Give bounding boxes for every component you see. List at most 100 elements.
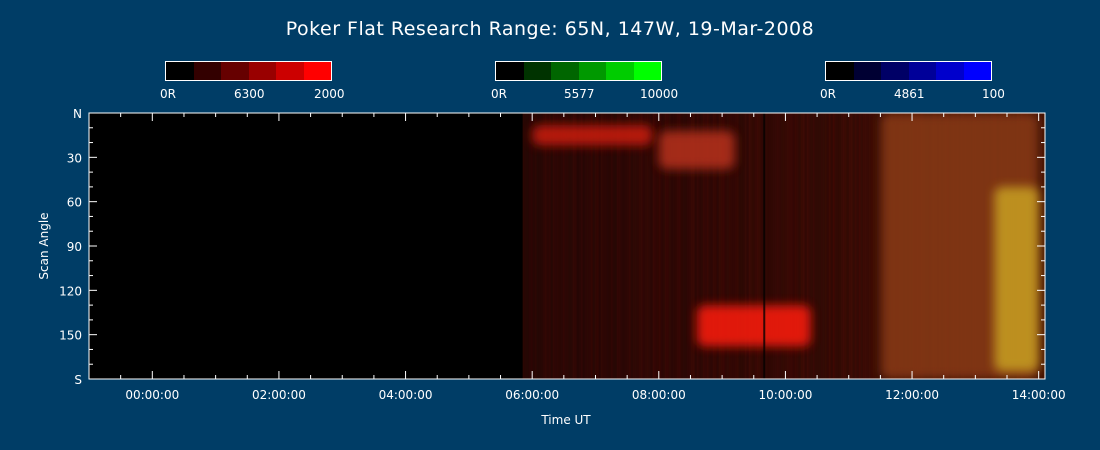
keogram-streak xyxy=(804,113,807,379)
keogram-streak xyxy=(582,113,585,379)
keogram-streak xyxy=(630,113,633,379)
keogram-streak xyxy=(564,113,567,379)
keogram-streak xyxy=(612,113,615,379)
keogram-streak xyxy=(576,113,579,379)
colorbar-5577 xyxy=(495,61,662,81)
keogram-streak xyxy=(874,113,877,379)
colorbar-6300-max: 2000 xyxy=(314,87,345,101)
keogram-streak xyxy=(550,113,553,379)
keogram-streak xyxy=(714,113,717,379)
colorbar-segment xyxy=(276,62,304,80)
y-tick-label: 30 xyxy=(67,151,82,165)
colorbar-segment xyxy=(633,62,661,80)
x-tick-label: 06:00:00 xyxy=(505,388,559,402)
colorbar-segment xyxy=(881,62,909,80)
keogram-streak xyxy=(758,113,761,379)
keogram-streak xyxy=(552,113,555,379)
keogram-streak xyxy=(568,113,571,379)
keogram-streak xyxy=(690,113,693,379)
keogram-streak xyxy=(846,113,849,379)
keogram-streak xyxy=(864,113,867,379)
keogram-streak xyxy=(566,113,569,379)
colorbar-4861-name: 4861 xyxy=(894,87,925,101)
keogram-streak xyxy=(694,113,697,379)
keogram-streak xyxy=(788,113,791,379)
keogram-streak xyxy=(572,113,575,379)
keogram-streak xyxy=(534,113,537,379)
keogram-streak xyxy=(628,113,631,379)
keogram-streak xyxy=(744,113,747,379)
keogram-streak xyxy=(610,113,613,379)
keogram-streak xyxy=(598,113,601,379)
keogram-streak xyxy=(764,113,767,379)
keogram-streak xyxy=(538,113,541,379)
colorbar-4861-max: 100 xyxy=(982,87,1005,101)
keogram-streak xyxy=(560,113,563,379)
keogram-streak xyxy=(712,113,715,379)
keogram-streak xyxy=(528,113,531,379)
keogram-streak xyxy=(646,113,649,379)
keogram-streak xyxy=(672,113,675,379)
keogram-streak xyxy=(756,113,759,379)
keogram-streak xyxy=(840,113,843,379)
keogram-streak xyxy=(556,113,559,379)
keogram-streak xyxy=(698,113,701,379)
keogram-streak xyxy=(746,113,749,379)
keogram-streak xyxy=(524,113,527,379)
keogram-streak xyxy=(588,113,591,379)
keogram-streak xyxy=(820,113,823,379)
keogram-streak xyxy=(662,113,665,379)
colorbar-segment xyxy=(523,62,551,80)
colorbar-6300-min: 0R xyxy=(160,87,176,101)
keogram-streak xyxy=(704,113,707,379)
keogram-streak xyxy=(836,113,839,379)
keogram-streak xyxy=(808,113,811,379)
keogram-streak xyxy=(670,113,673,379)
keogram-streak xyxy=(586,113,589,379)
keogram-streak xyxy=(634,113,637,379)
colorbar-6300 xyxy=(165,61,332,81)
keogram-streak xyxy=(824,113,827,379)
keogram-streak xyxy=(830,113,833,379)
chart-title: Poker Flat Research Range: 65N, 147W, 19… xyxy=(285,18,815,40)
keogram-streak xyxy=(640,113,643,379)
keogram-streak xyxy=(738,113,741,379)
keogram-streak xyxy=(838,113,841,379)
keogram-streak xyxy=(870,113,873,379)
y-tick-label: 90 xyxy=(67,240,82,254)
keogram-streak xyxy=(590,113,593,379)
keogram-streak xyxy=(526,113,529,379)
keogram-streak xyxy=(858,113,861,379)
keogram-streak xyxy=(814,113,817,379)
colorbar-segment xyxy=(496,62,524,80)
keogram-streak xyxy=(776,113,779,379)
x-tick-label: 04:00:00 xyxy=(379,388,433,402)
keogram-streak xyxy=(728,113,731,379)
keogram-streak xyxy=(848,113,851,379)
keogram-streak xyxy=(558,113,561,379)
keogram-streak xyxy=(792,113,795,379)
keogram-streak xyxy=(620,113,623,379)
keogram-streak xyxy=(696,113,699,379)
auroral-feature xyxy=(658,130,735,170)
x-tick-label: 08:00:00 xyxy=(632,388,686,402)
keogram-streak xyxy=(654,113,657,379)
keogram-streak xyxy=(676,113,679,379)
keogram-streak xyxy=(852,113,855,379)
keogram-streak xyxy=(668,113,671,379)
auroral-feature xyxy=(994,186,1039,372)
keogram-streak xyxy=(772,113,775,379)
colorbar-segment xyxy=(221,62,249,80)
keogram-streak xyxy=(816,113,819,379)
colorbar-segment xyxy=(303,62,331,80)
keogram-streak xyxy=(574,113,577,379)
keogram-streak xyxy=(604,113,607,379)
y-axis-label: Scan Angle xyxy=(37,212,51,279)
keogram-streak xyxy=(578,113,581,379)
keogram-streak xyxy=(730,113,733,379)
keogram-streak xyxy=(868,113,871,379)
y-tick-label: S xyxy=(74,373,82,387)
keogram-streak xyxy=(862,113,865,379)
keogram-streak xyxy=(642,113,645,379)
keogram-streak xyxy=(796,113,799,379)
